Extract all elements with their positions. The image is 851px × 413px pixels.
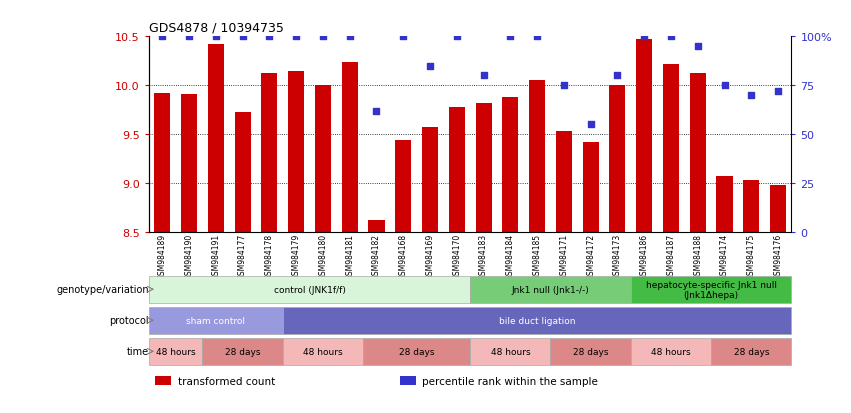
Text: 28 days: 28 days [734,347,769,356]
Point [664,34,677,40]
Text: hepatocyte-specific Jnk1 null
(Jnk1Δhepa): hepatocyte-specific Jnk1 null (Jnk1Δhepa… [646,280,777,299]
Text: percentile rank within the sample: percentile rank within the sample [422,376,598,386]
Bar [154,94,170,232]
Bar [471,276,631,303]
Text: protocol: protocol [109,316,149,325]
Bar [502,97,518,232]
Point [691,44,705,50]
Point [182,34,196,40]
Point [263,34,277,40]
Bar [689,74,705,232]
Point [209,34,223,40]
Point [557,83,571,89]
Bar [717,176,733,232]
Text: 48 hours: 48 hours [303,347,343,356]
Text: 48 hours: 48 hours [490,347,530,356]
Bar [261,74,277,232]
Bar [422,128,438,232]
Bar [342,62,357,232]
Point [771,88,785,95]
Bar [203,338,283,365]
Text: 48 hours: 48 hours [156,347,196,356]
Bar [631,276,791,303]
Point [477,73,490,79]
Text: genotype/variation: genotype/variation [56,285,149,294]
Point [236,34,249,40]
Point [717,83,731,89]
Text: 28 days: 28 days [573,347,608,356]
Point [611,73,625,79]
Bar [637,40,652,232]
Bar [149,307,283,334]
Point [745,93,758,99]
Bar [583,142,599,232]
Bar [288,72,304,232]
Point [316,34,329,40]
Bar [399,376,415,385]
Text: sham control: sham control [186,316,245,325]
Bar [208,45,224,232]
Bar [395,140,411,232]
Bar [556,132,572,232]
Point [397,34,410,40]
Bar [551,338,631,365]
Bar [476,103,492,232]
Point [504,34,517,40]
Bar [149,276,471,303]
Point [637,34,651,40]
Bar [529,81,545,232]
Bar [315,86,331,232]
Bar [156,376,171,385]
Bar [283,338,363,365]
Text: 28 days: 28 days [399,347,434,356]
Point [156,34,169,40]
Bar [283,307,791,334]
Point [369,108,383,114]
Text: time: time [127,347,149,356]
Text: bile duct ligation: bile duct ligation [499,316,575,325]
Bar [363,338,471,365]
Bar [149,338,203,365]
Point [530,34,544,40]
Text: transformed count: transformed count [178,376,275,386]
Point [584,121,597,128]
Text: 48 hours: 48 hours [651,347,691,356]
Point [450,34,464,40]
Bar [235,113,251,232]
Bar [181,95,197,232]
Bar [770,185,786,232]
Bar [448,107,465,232]
Bar [711,338,791,365]
Bar [631,338,711,365]
Point [423,63,437,70]
Bar [471,338,551,365]
Text: control (JNK1f/f): control (JNK1f/f) [274,285,346,294]
Bar [743,180,759,232]
Text: Jnk1 null (Jnk1-/-): Jnk1 null (Jnk1-/-) [511,285,590,294]
Text: 28 days: 28 days [225,347,260,356]
Text: GDS4878 / 10394735: GDS4878 / 10394735 [149,21,283,35]
Bar [368,221,385,232]
Bar [663,64,679,232]
Point [343,34,357,40]
Bar [609,86,625,232]
Point [289,34,303,40]
